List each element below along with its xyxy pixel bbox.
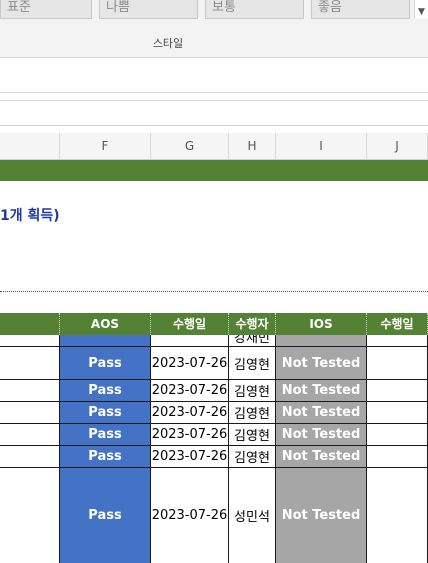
table-cell-tester[interactable]: 강재빈 xyxy=(229,335,276,347)
table-header-blank[interactable] xyxy=(0,313,60,335)
column-header-f[interactable]: F xyxy=(60,133,151,160)
table-cell-tester[interactable]: 성민석 xyxy=(229,468,276,563)
table-cell[interactable] xyxy=(367,380,428,402)
table-cell[interactable] xyxy=(0,424,60,446)
table-cell[interactable] xyxy=(0,380,60,402)
table-cell-date[interactable]: 2023-07-26 xyxy=(151,380,229,402)
sheet-subtitle[interactable]: 1개 획득) xyxy=(0,208,60,224)
table-cell-ios[interactable]: Not Tested xyxy=(276,380,367,402)
formula-bar[interactable] xyxy=(0,100,428,126)
column-header-j[interactable]: J xyxy=(367,133,428,160)
column-header-g[interactable]: G xyxy=(151,133,229,160)
table-cell[interactable] xyxy=(0,335,60,347)
table-cell-tester[interactable]: 김영현 xyxy=(229,424,276,446)
column-header-blank[interactable] xyxy=(0,133,60,160)
table-cell-date[interactable]: 2023-07-26 xyxy=(151,424,229,446)
title-band xyxy=(0,160,428,181)
table-cell[interactable] xyxy=(0,446,60,468)
table-cell-date[interactable]: 2023-07-26 xyxy=(151,468,229,563)
table-cell-tester[interactable]: 김영현 xyxy=(229,402,276,424)
table-header-tester[interactable]: 수행자 xyxy=(229,313,276,335)
table-cell-date[interactable] xyxy=(151,335,229,347)
table-cell-ios[interactable] xyxy=(276,335,367,347)
table-cell-aos[interactable]: Pass xyxy=(60,347,151,380)
table-cell-aos[interactable]: Pass xyxy=(60,402,151,424)
table-cell-aos[interactable]: Pass xyxy=(60,468,151,563)
table-header-ios-date[interactable]: 수행일 xyxy=(367,313,428,335)
table-cell[interactable] xyxy=(0,402,60,424)
chevron-down-icon[interactable]: ▼ xyxy=(414,0,428,19)
table-cell-ios[interactable]: Not Tested xyxy=(276,468,367,563)
table-cell-aos[interactable]: Pass xyxy=(60,380,151,402)
column-header-i[interactable]: I xyxy=(276,133,367,160)
table-cell[interactable] xyxy=(367,402,428,424)
style-neutral[interactable]: 보통 xyxy=(205,0,304,19)
table-cell-date[interactable]: 2023-07-26 xyxy=(151,347,229,380)
table-cell-date[interactable]: 2023-07-26 xyxy=(151,446,229,468)
ribbon-group-label: 스타일 xyxy=(152,37,184,50)
table-cell-ios[interactable]: Not Tested xyxy=(276,424,367,446)
table-cell[interactable] xyxy=(367,335,428,347)
table-cell-aos[interactable]: Pass xyxy=(60,446,151,468)
table-cell-aos[interactable] xyxy=(60,335,151,347)
style-normal[interactable]: 표준 xyxy=(0,0,92,19)
dotted-divider xyxy=(0,291,428,292)
table-cell-ios[interactable]: Not Tested xyxy=(276,402,367,424)
table-cell-tester[interactable]: 김영현 xyxy=(229,446,276,468)
table-cell-ios[interactable]: Not Tested xyxy=(276,446,367,468)
table-cell[interactable] xyxy=(367,347,428,380)
ribbon-lower-area xyxy=(0,59,428,93)
table-header-ios[interactable]: IOS xyxy=(276,313,367,335)
table-cell[interactable] xyxy=(367,446,428,468)
table-cell-tester[interactable]: 김영현 xyxy=(229,380,276,402)
ribbon-styles-group: 표준 나쁨 보통 좋음 ▼ 스타일 xyxy=(0,0,428,58)
table-cell[interactable] xyxy=(367,424,428,446)
table-header-aos[interactable]: AOS xyxy=(60,313,151,335)
table-cell-aos[interactable]: Pass xyxy=(60,424,151,446)
table-cell[interactable] xyxy=(0,468,60,563)
table-cell[interactable] xyxy=(367,468,428,563)
column-header-h[interactable]: H xyxy=(229,133,276,160)
table-cell-date[interactable]: 2023-07-26 xyxy=(151,402,229,424)
table-header-aos-date[interactable]: 수행일 xyxy=(151,313,229,335)
style-bad[interactable]: 나쁨 xyxy=(99,0,198,19)
table-cell-ios[interactable]: Not Tested xyxy=(276,347,367,380)
style-good[interactable]: 좋음 xyxy=(311,0,410,19)
table-cell[interactable] xyxy=(0,347,60,380)
table-cell-tester[interactable]: 김영현 xyxy=(229,347,276,380)
